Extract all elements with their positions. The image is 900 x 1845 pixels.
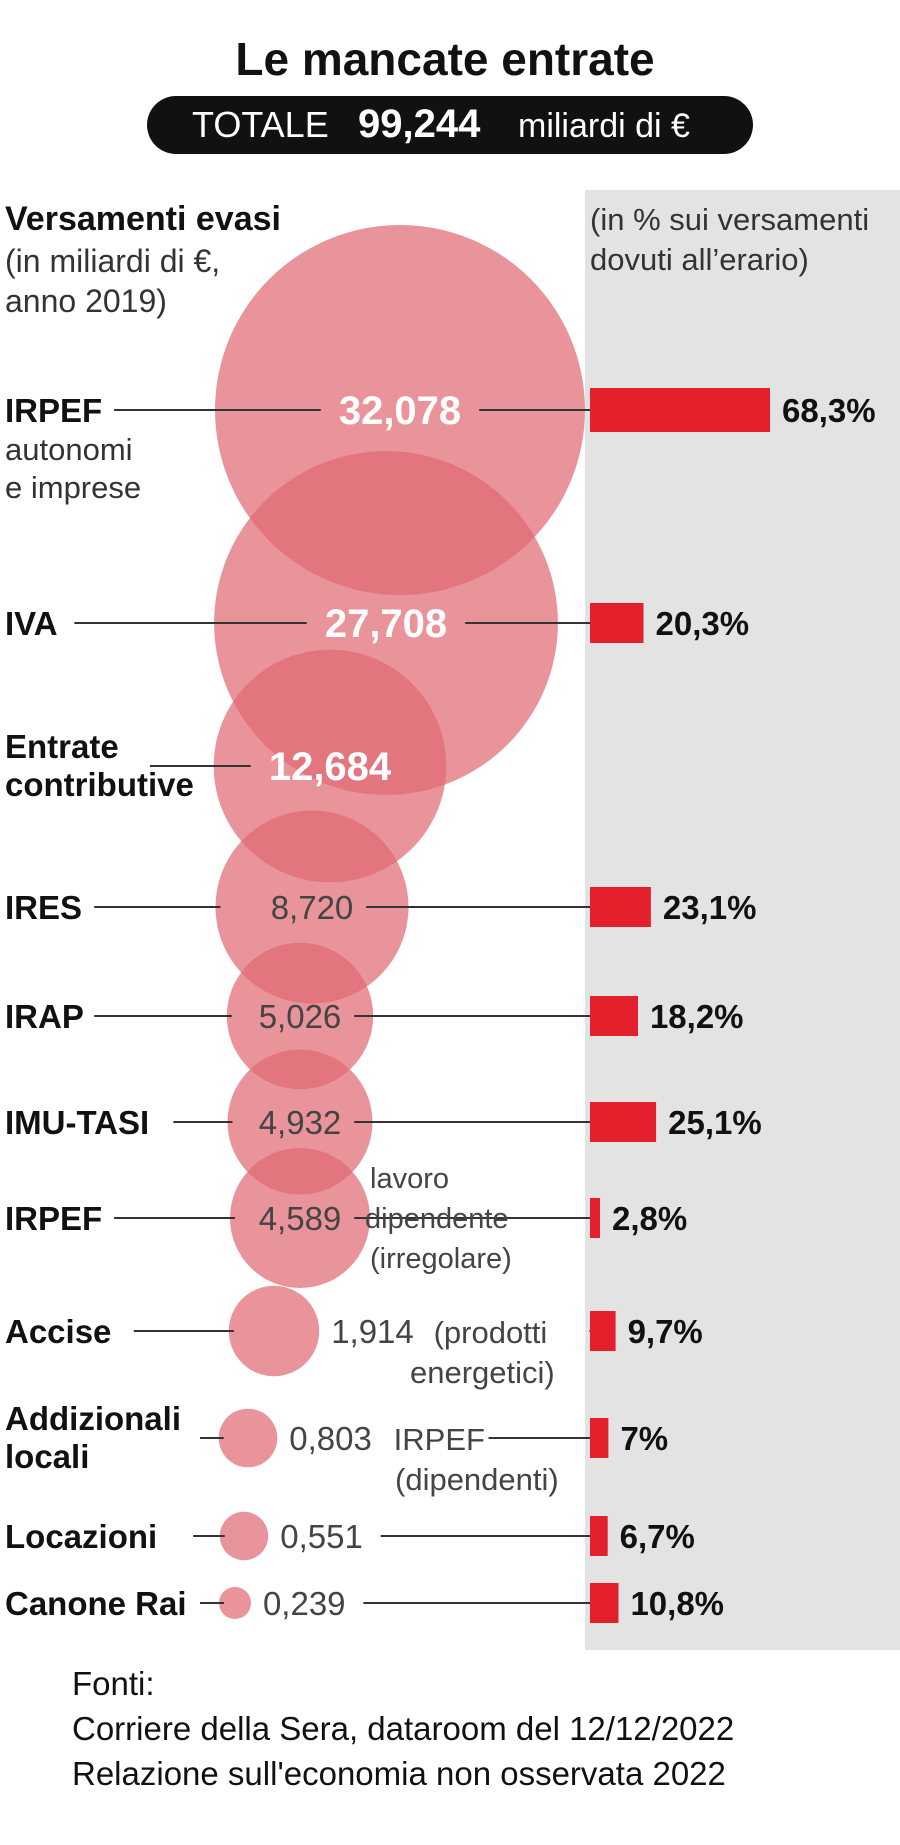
- bubbles-layer: [213, 225, 770, 1623]
- category-label: IRAP: [5, 998, 84, 1035]
- category-sublabel: autonomi: [5, 432, 133, 467]
- category-label: Entrate: [5, 728, 119, 765]
- category-label: IRPEF: [5, 392, 102, 429]
- bubble: [226, 942, 374, 1090]
- note-text: (dipendenti): [395, 1462, 559, 1497]
- category-label: IRPEF: [5, 1200, 102, 1237]
- value-label: 1,914: [331, 1313, 414, 1350]
- sources-line-1: Corriere della Sera, dataroom del 12/12/…: [72, 1710, 734, 1747]
- bubble: [218, 1408, 278, 1468]
- category-label: Addizionali: [5, 1400, 181, 1437]
- category-label: Canone Rai: [5, 1585, 187, 1622]
- chart-title: Le mancate entrate: [235, 33, 654, 85]
- right-header-line1: (in % sui versamenti: [590, 202, 869, 237]
- percent-bar: [590, 1516, 608, 1556]
- percent-bar: [590, 1418, 609, 1458]
- note-text: lavoro: [370, 1163, 449, 1195]
- percent-bar: [590, 996, 638, 1036]
- category-sublabel: e imprese: [5, 470, 141, 505]
- sources-line-2: Relazione sull'economia non osservata 20…: [72, 1755, 726, 1792]
- percent-label: 10,8%: [630, 1585, 724, 1622]
- category-label: Accise: [5, 1313, 111, 1350]
- bubble: [228, 1285, 320, 1377]
- bubble: [230, 1148, 370, 1288]
- percent-label: 23,1%: [663, 889, 757, 926]
- percent-bar: [590, 1311, 616, 1351]
- note-text: energetici): [410, 1355, 555, 1390]
- value-label: 27,708: [325, 602, 447, 646]
- left-header-sub2: anno 2019): [5, 283, 167, 319]
- value-label: 0,239: [263, 1585, 346, 1622]
- sources-heading: Fonti:: [72, 1665, 155, 1702]
- value-label: 12,684: [269, 745, 392, 789]
- percent-label: 18,2%: [650, 998, 744, 1035]
- category-label: IMU-TASI: [5, 1104, 149, 1141]
- bubble: [219, 1511, 269, 1561]
- total-unit: miliardi di €: [518, 107, 690, 145]
- percent-label: 20,3%: [655, 605, 749, 642]
- note-text: (prodotti: [434, 1315, 548, 1350]
- value-label: 32,078: [339, 389, 461, 433]
- value-label: 0,551: [280, 1518, 363, 1555]
- percent-bar: [590, 1102, 657, 1142]
- percent-label: 25,1%: [668, 1104, 762, 1141]
- category-label: IVA: [5, 605, 58, 642]
- percent-bar: [590, 1198, 600, 1238]
- percent-label: 2,8%: [612, 1200, 687, 1237]
- percent-bar: [590, 1583, 619, 1623]
- total-label: TOTALE: [192, 104, 329, 145]
- value-label: 8,720: [271, 889, 354, 926]
- right-header-line2: dovuti all’erario): [590, 242, 809, 277]
- note-text: dipendente: [365, 1203, 509, 1235]
- percent-label: 7%: [620, 1420, 668, 1457]
- percent-bar: [590, 887, 651, 927]
- percent-label: 6,7%: [620, 1518, 695, 1555]
- percent-label: 68,3%: [782, 392, 876, 429]
- leader-lines-layer: [74, 409, 590, 1604]
- note-text: IRPEF: [394, 1422, 485, 1457]
- total-pill: [147, 96, 753, 154]
- value-label: 4,589: [259, 1200, 342, 1237]
- category-label: IRES: [5, 889, 82, 926]
- note-text: (irregolare): [370, 1243, 512, 1275]
- value-label: 5,026: [259, 998, 342, 1035]
- category-label: locali: [5, 1438, 89, 1475]
- value-label: 0,803: [289, 1420, 372, 1457]
- total-value: 99,244: [358, 102, 481, 146]
- percent-bar: [590, 603, 644, 643]
- bubble: [219, 1587, 251, 1619]
- value-label: 4,932: [259, 1104, 342, 1141]
- percent-bar: [590, 388, 770, 432]
- left-header-title: Versamenti evasi: [5, 200, 281, 238]
- category-label: contributive: [5, 766, 194, 803]
- left-header-sub1: (in miliardi di €,: [5, 243, 220, 279]
- category-label: Locazioni: [5, 1518, 157, 1555]
- percent-label: 9,7%: [628, 1313, 703, 1350]
